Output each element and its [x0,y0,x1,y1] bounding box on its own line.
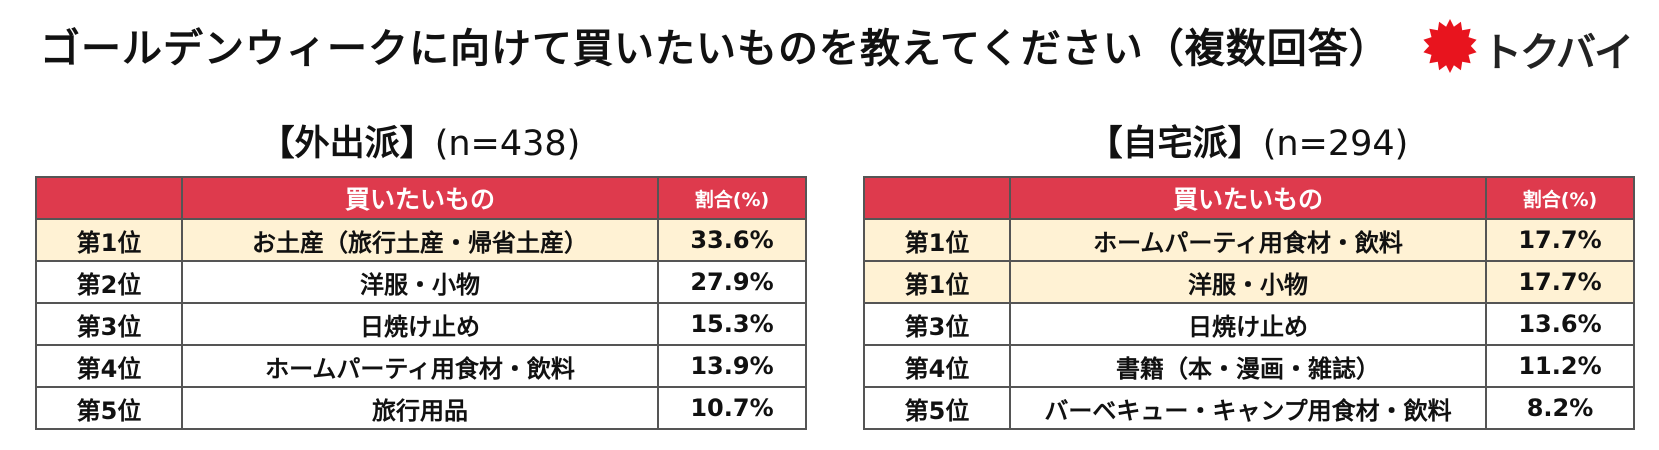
table-row: 第1位 洋服・小物 17.7% [863,260,1635,304]
percent-cell: 10.7% [657,386,807,430]
table-row: 第3位 日焼け止め 15.3% [35,302,807,346]
percent-cell: 13.9% [657,344,807,388]
table-row: 第4位 ホームパーティ用食材・飲料 13.9% [35,344,807,388]
rank-cell: 第2位 [35,260,183,304]
sample-size: (n=294) [1262,124,1409,164]
rank-cell: 第5位 [35,386,183,430]
percent-column-header: 割合(%) [1485,176,1635,220]
ranking-table: 買いたいもの 割合(%) 第1位 ホームパーティ用食材・飲料 17.7% 第1位… [863,176,1635,430]
item-cell: 日焼け止め [1009,302,1487,346]
item-cell: バーベキュー・キャンプ用食材・飲料 [1009,386,1487,430]
table-row: 第3位 日焼け止め 13.6% [863,302,1635,346]
table-row: 第4位 書籍（本・漫画・雑誌） 11.2% [863,344,1635,388]
item-cell: 洋服・小物 [1009,260,1487,304]
rank-column-header [35,176,183,220]
rank-cell: 第1位 [863,218,1011,262]
table-row: 第5位 バーベキュー・キャンプ用食材・飲料 8.2% [863,386,1635,430]
ranking-table: 買いたいもの 割合(%) 第1位 お土産（旅行土産・帰省土産） 33.6% 第2… [35,176,807,430]
percent-column-header: 割合(%) [657,176,807,220]
percent-cell: 15.3% [657,302,807,346]
percent-cell: 17.7% [1485,218,1635,262]
item-column-header: 買いたいもの [181,176,659,220]
item-cell: ホームパーティ用食材・飲料 [1009,218,1487,262]
logo-wordmark: トクバイ [1482,30,1634,76]
percent-cell: 17.7% [1485,260,1635,304]
table-row: 第1位 ホームパーティ用食材・飲料 17.7% [863,218,1635,262]
stay-home-panel: 【自宅派】(n=294) 買いたいもの 割合(%) 第1位 ホームパーティ用食材… [863,118,1635,430]
panel-title: 【自宅派】 [1087,124,1263,164]
sample-size: (n=438) [434,124,581,164]
page-title: ゴールデンウィークに向けて買いたいものを教えてください（複数回答） [40,26,1390,72]
item-cell: 洋服・小物 [181,260,659,304]
percent-cell: 33.6% [657,218,807,262]
rank-column-header [863,176,1011,220]
red-sunburst-icon [1423,19,1477,73]
rank-cell: 第4位 [863,344,1011,388]
outing-panel: 【外出派】(n=438) 買いたいもの 割合(%) 第1位 お土産（旅行土産・帰… [35,118,807,430]
percent-cell: 8.2% [1485,386,1635,430]
panel-title: 【外出派】 [259,124,435,164]
panel-heading: 【外出派】(n=438) [35,118,805,170]
item-cell: 旅行用品 [181,386,659,430]
table-header-row: 買いたいもの 割合(%) [35,176,807,220]
percent-cell: 13.6% [1485,302,1635,346]
percent-cell: 27.9% [657,260,807,304]
rank-cell: 第3位 [35,302,183,346]
table-row: 第2位 洋服・小物 27.9% [35,260,807,304]
table-row: 第1位 お土産（旅行土産・帰省土産） 33.6% [35,218,807,262]
rank-cell: 第4位 [35,344,183,388]
item-cell: ホームパーティ用食材・飲料 [181,344,659,388]
item-column-header: 買いたいもの [1009,176,1487,220]
percent-cell: 11.2% [1485,344,1635,388]
rank-cell: 第1位 [863,260,1011,304]
item-cell: お土産（旅行土産・帰省土産） [181,218,659,262]
rank-cell: 第5位 [863,386,1011,430]
item-cell: 書籍（本・漫画・雑誌） [1009,344,1487,388]
rank-cell: 第3位 [863,302,1011,346]
rank-cell: 第1位 [35,218,183,262]
table-row: 第5位 旅行用品 10.7% [35,386,807,430]
panel-heading: 【自宅派】(n=294) [863,118,1633,170]
tokubai-logo: トクバイ [1422,14,1634,76]
table-header-row: 買いたいもの 割合(%) [863,176,1635,220]
item-cell: 日焼け止め [181,302,659,346]
